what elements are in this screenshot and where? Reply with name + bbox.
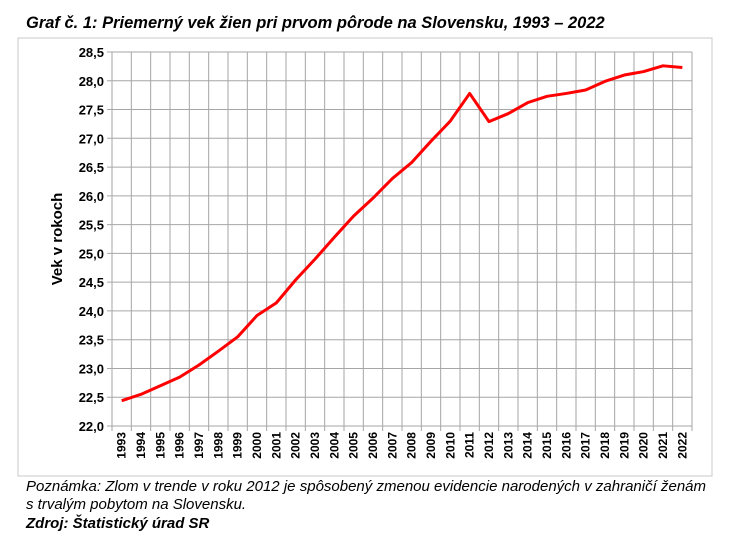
data-line: [121, 64, 683, 403]
x-tick-label: 2006: [366, 432, 380, 459]
x-tick-label: 2000: [250, 432, 264, 459]
y-tick-label: 27,0: [79, 131, 104, 146]
x-tick-label: 2015: [540, 432, 554, 459]
x-tick-label: 2014: [521, 432, 535, 459]
x-tick-label: 2003: [308, 432, 322, 459]
y-tick-label: 27,5: [79, 103, 104, 118]
x-tick-label: 2005: [347, 432, 361, 459]
x-tick-label: 2021: [656, 432, 670, 459]
x-tick-label: 1994: [134, 432, 148, 459]
y-tick-label: 24,5: [79, 275, 104, 290]
chart-note: Poznámka: Zlom v trende v roku 2012 je s…: [26, 478, 706, 513]
x-tick-label: 2002: [289, 432, 303, 459]
y-tick-label: 23,5: [79, 333, 104, 348]
x-tick-label: 1996: [173, 432, 187, 459]
x-tick-label: 1997: [192, 432, 206, 459]
x-tick-label: 2009: [424, 432, 438, 459]
y-tick-label: 26,5: [79, 160, 104, 175]
x-tick-label: 2017: [579, 432, 593, 459]
chart-frame: [17, 37, 713, 477]
x-tick-label: 2008: [405, 432, 419, 459]
chart-source: Zdroj: Štatistický úrad SR: [26, 515, 210, 532]
y-tick-label: 22,0: [79, 419, 104, 434]
x-tick-label: 1995: [153, 432, 167, 459]
y-tick-label: 24,0: [79, 304, 104, 319]
y-tick-label: 28,5: [79, 45, 104, 60]
y-tick-label: 23,0: [79, 361, 104, 376]
y-tick-label: 25,5: [79, 218, 104, 233]
x-tick-label: 1998: [211, 432, 225, 459]
x-tick-label: 2004: [327, 432, 341, 459]
y-tick-label: 28,0: [79, 74, 104, 89]
x-tick-label: 2001: [269, 432, 283, 459]
y-tick-label: 22,5: [79, 390, 104, 405]
y-axis-label: Vek v rokoch: [49, 193, 66, 286]
x-tick-label: 2012: [482, 432, 496, 459]
y-tick-label: 26,0: [79, 189, 104, 204]
x-tick-label: 2016: [559, 432, 573, 459]
x-tick-label: 1999: [231, 432, 245, 459]
x-tick-label: 2010: [443, 432, 457, 459]
x-tick-label: 2018: [598, 432, 612, 459]
x-tick-label: 2013: [501, 432, 515, 459]
x-tick-label: 2011: [463, 432, 477, 458]
y-tick-label: 25,0: [79, 246, 104, 261]
chart-title: Graf č. 1: Priemerný vek žien pri prvom …: [26, 14, 605, 32]
x-tick-label: 2020: [637, 432, 651, 459]
x-tick-label: 2007: [385, 432, 399, 459]
x-tick-label: 1993: [115, 432, 129, 459]
x-tick-label: 2022: [675, 432, 689, 459]
x-tick-label: 2019: [617, 432, 631, 459]
